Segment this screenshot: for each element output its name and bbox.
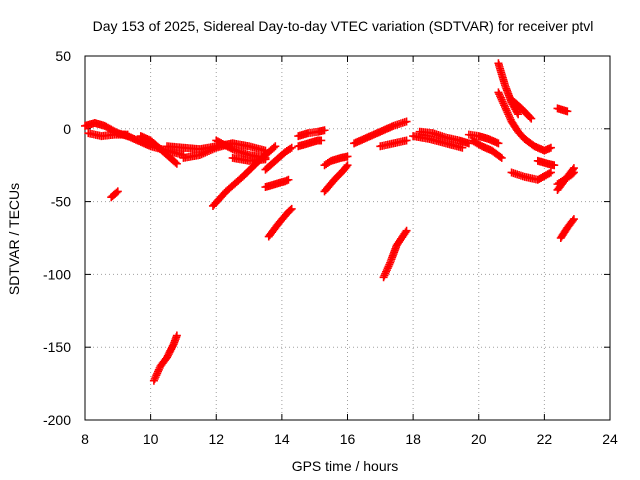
x-tick-label: 14	[274, 431, 290, 447]
y-tick-label: 0	[63, 121, 71, 137]
series-marks	[379, 226, 411, 282]
series-marks	[415, 127, 473, 148]
series-arc-15	[320, 152, 352, 170]
chart-title: Day 153 of 2025, Sidereal Day-to-day VTE…	[93, 18, 594, 34]
series-arc-28	[533, 156, 559, 170]
y-tick-label: -50	[51, 194, 71, 210]
series-marks	[553, 168, 578, 189]
series-marks	[464, 130, 503, 148]
series-arc-27	[507, 168, 555, 184]
series-marks	[553, 104, 572, 116]
x-tick-label: 24	[602, 431, 618, 447]
series-arc-23	[464, 130, 503, 148]
series-marks	[350, 117, 411, 148]
x-tick-label: 22	[537, 431, 553, 447]
data-series	[81, 59, 578, 385]
x-tick-label: 16	[340, 431, 356, 447]
series-marks	[409, 132, 467, 152]
series-marks	[376, 136, 411, 151]
series-marks	[208, 142, 280, 210]
y-axis-label: SDTVAR / TECUs	[6, 183, 22, 295]
x-ticks: 8 10 12 14 16 18 20 22 24	[81, 56, 618, 447]
series-arc-9	[208, 142, 280, 210]
series-arc-11	[261, 175, 293, 192]
y-tick-label: -100	[43, 266, 71, 282]
y-tick-label: -200	[43, 412, 71, 428]
series-arc-26	[507, 95, 536, 123]
series-arc-18	[376, 136, 411, 151]
series-marks	[261, 143, 296, 174]
series-marks	[320, 152, 352, 170]
series-arc-34	[149, 331, 181, 385]
y-tick-label: 50	[55, 48, 71, 64]
series-arc-25	[494, 88, 555, 155]
series-arc-29	[553, 104, 572, 116]
series-arc-4	[136, 132, 181, 168]
series-marks	[507, 95, 536, 123]
series-marks	[494, 88, 555, 155]
series-marks	[149, 331, 181, 385]
series-marks	[507, 168, 555, 184]
series-marks	[261, 175, 293, 192]
series-arc-22	[468, 136, 506, 162]
series-marks	[320, 161, 352, 196]
x-axis-label: GPS time / hours	[292, 458, 399, 474]
series-arc-31	[553, 168, 578, 189]
x-tick-label: 10	[143, 431, 159, 447]
series-marks	[468, 136, 506, 162]
x-tick-label: 20	[471, 431, 487, 447]
grid	[85, 56, 610, 420]
series-arc-20	[415, 127, 473, 148]
x-tick-label: 18	[405, 431, 421, 447]
series-arc-16	[320, 161, 352, 196]
series-arc-14	[294, 136, 326, 151]
series-arc-33	[107, 187, 122, 202]
series-marks	[533, 156, 559, 170]
series-arc-10	[261, 143, 296, 174]
series-arc-12	[264, 204, 296, 241]
series-arc-19	[379, 226, 411, 282]
y-tick-label: -150	[43, 339, 71, 355]
series-arc-32	[556, 215, 578, 242]
series-marks	[294, 136, 326, 151]
series-marks	[556, 215, 578, 242]
series-arc-17	[350, 117, 411, 148]
series-arc-21	[409, 132, 467, 152]
y-ticks: -200 -150 -100 -50 0 50	[43, 48, 610, 428]
x-tick-label: 8	[81, 431, 89, 447]
series-marks	[264, 204, 296, 241]
series-marks	[107, 187, 122, 202]
series-arc-13	[294, 126, 329, 141]
x-tick-label: 12	[208, 431, 224, 447]
series-marks	[136, 132, 181, 168]
series-marks	[294, 126, 329, 141]
